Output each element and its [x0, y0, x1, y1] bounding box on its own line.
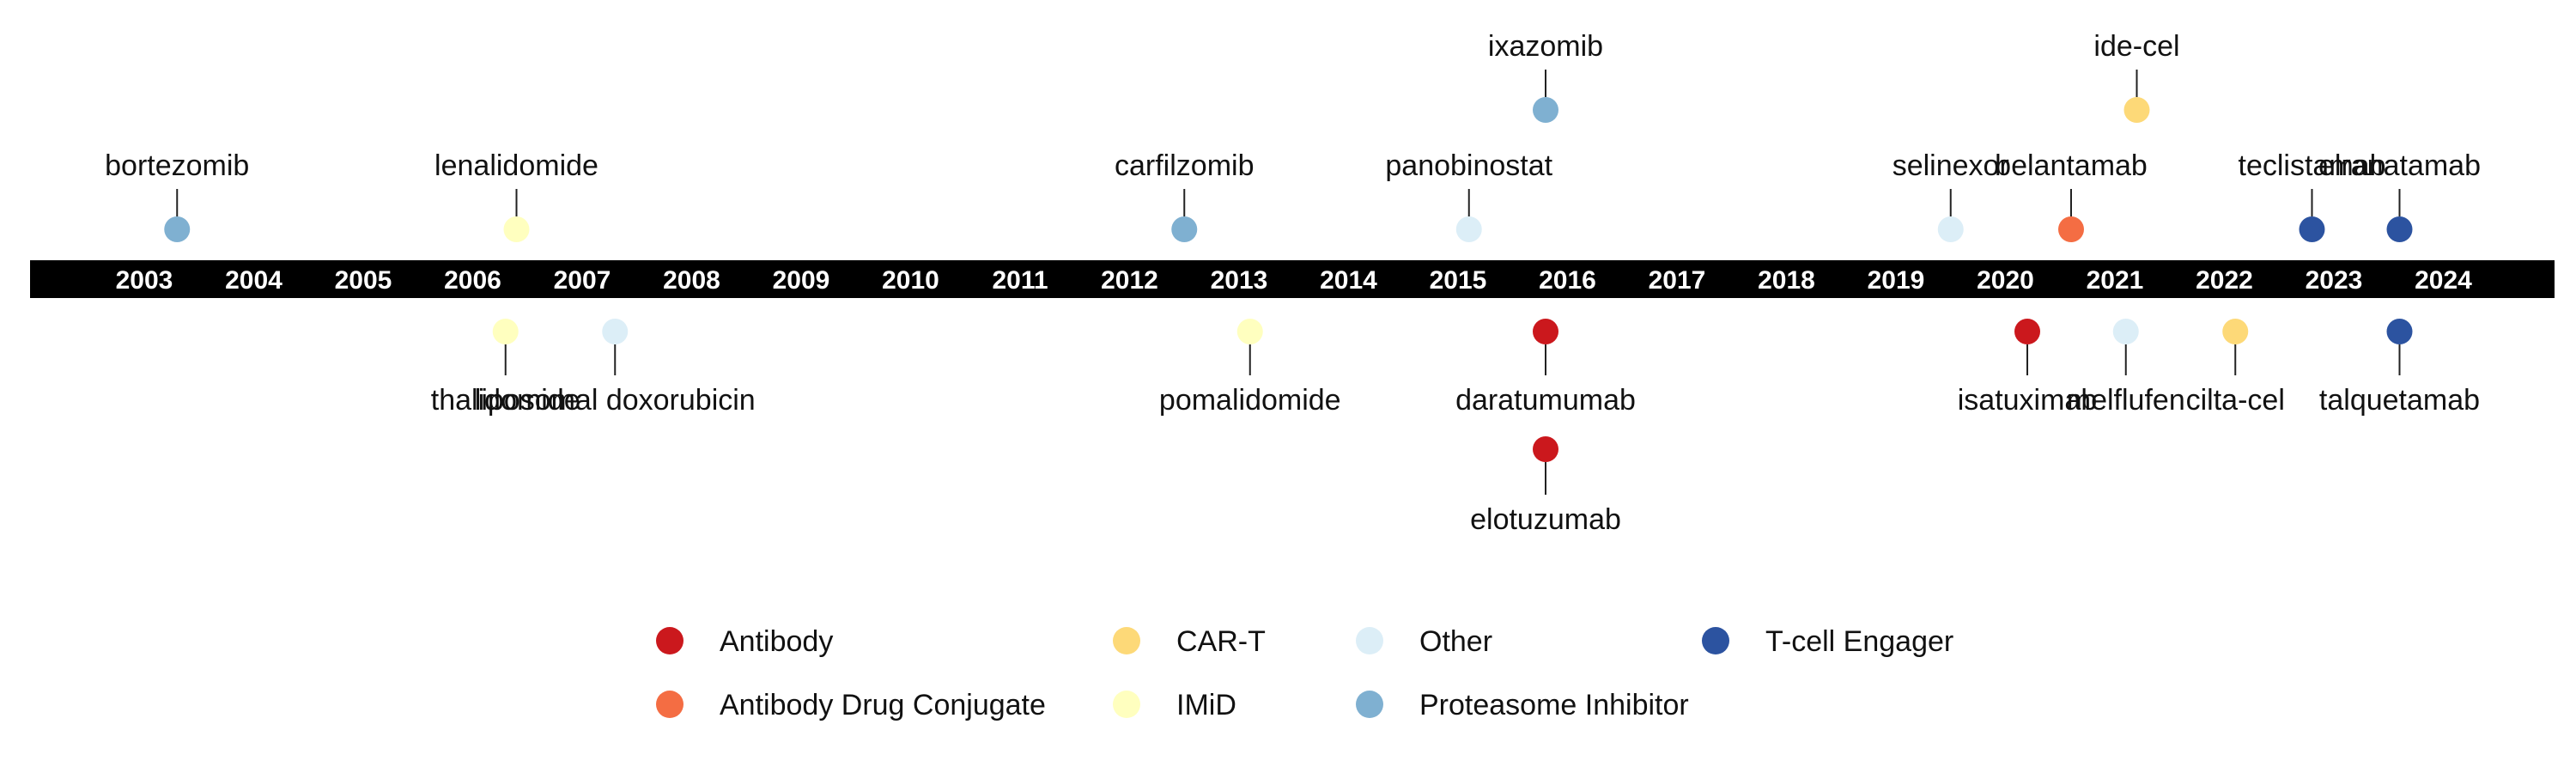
legend-swatch-antibody	[656, 627, 683, 654]
year-tick-2003: 2003	[116, 266, 173, 295]
point-elranatamab	[2386, 216, 2413, 242]
legend-swatch-other	[1356, 627, 1383, 654]
year-tick-2018: 2018	[1758, 266, 1815, 295]
legend-swatch-proteasome-inhibitor	[1356, 691, 1383, 718]
label-daratumumab: daratumumab	[1455, 384, 1636, 417]
year-tick-2019: 2019	[1868, 266, 1925, 295]
point-teclistamab	[2299, 216, 2325, 242]
legend-label-antibody-drug-conjugate: Antibody Drug Conjugate	[720, 689, 1046, 721]
legend-label-antibody: Antibody	[720, 625, 833, 658]
year-tick-2022: 2022	[2196, 266, 2253, 295]
label-talquetamab: talquetamab	[2319, 384, 2480, 417]
legend-swatch-antibody-drug-conjugate	[656, 691, 683, 718]
point-pomalidomide	[1236, 319, 1263, 344]
legend-swatch-car-t	[1113, 627, 1140, 654]
year-tick-2007: 2007	[554, 266, 611, 295]
legend-label-imid: IMiD	[1176, 689, 1236, 721]
label-elranatamab: elranatamab	[2318, 149, 2481, 182]
year-tick-2024: 2024	[2415, 266, 2472, 295]
legend-label-t-cell-engager: T-cell Engager	[1765, 625, 1953, 658]
year-tick-2005: 2005	[335, 266, 392, 295]
drug-labels: bortezomib lenalidomide thalidomideliposom…	[105, 30, 2481, 536]
point-isatuximab	[2014, 319, 2040, 344]
point-panobinostat	[1455, 216, 1482, 242]
label-ide-cel: ide-cel	[2093, 30, 2179, 63]
label-belantamab: belantamab	[1995, 149, 2148, 182]
timeline-axis-band	[30, 260, 2555, 298]
point-daratumumab	[1533, 319, 1558, 344]
label-selinexor: selinexor	[1893, 149, 2009, 182]
label-liposomal-doxorubicin: liposomal doxorubicin	[475, 384, 756, 417]
legend-label-car-t: CAR-T	[1176, 625, 1266, 658]
year-tick-2004: 2004	[225, 266, 283, 295]
year-tick-2011: 2011	[992, 266, 1048, 295]
point-bortezomib	[164, 216, 191, 242]
label-lenalidomide: lenalidomide	[434, 149, 598, 182]
year-tick-2008: 2008	[663, 266, 720, 295]
legend-label-other: Other	[1419, 625, 1492, 658]
point-carfilzomib	[1171, 216, 1198, 242]
drug-points	[164, 97, 2413, 462]
point-selinexor	[1937, 216, 1964, 242]
year-tick-2015: 2015	[1430, 266, 1487, 295]
point-thalidomide	[492, 319, 519, 344]
year-tick-2009: 2009	[773, 266, 830, 295]
label-isatuximab: isatuximab	[1958, 384, 2098, 417]
year-tick-2020: 2020	[1977, 266, 2034, 295]
label-bortezomib: bortezomib	[105, 149, 249, 182]
point-ixazomib	[1533, 97, 1558, 123]
year-tick-2006: 2006	[444, 266, 501, 295]
label-teclistamab: teclistamab	[2239, 149, 2386, 182]
year-tick-labels: 2003 2004 2005 2006 2007 2008 2009 2010 2011 2012…	[116, 266, 2473, 295]
point-talquetamab	[2386, 319, 2413, 344]
point-ide-cel	[2123, 97, 2150, 123]
year-tick-2014: 2014	[1320, 266, 1377, 295]
point-cilta-cel	[2222, 319, 2249, 344]
point-lenalidomide	[503, 216, 530, 242]
label-ixazomib: ixazomib	[1488, 30, 1603, 63]
year-tick-2023: 2023	[2306, 266, 2363, 295]
point-elotuzumab	[1533, 436, 1558, 462]
label-carfilzomib: carfilzomib	[1115, 149, 1254, 182]
label-elotuzumab: elotuzumab	[1470, 503, 1621, 536]
year-tick-2013: 2013	[1211, 266, 1268, 295]
point-liposomal-doxorubicin	[602, 319, 629, 344]
year-tick-2010: 2010	[882, 266, 939, 295]
label-pomalidomide: pomalidomide	[1159, 384, 1341, 417]
label-cilta-cel: cilta-cel	[2186, 384, 2285, 417]
point-belantamab	[2058, 216, 2084, 242]
label-thalidomide: thalidomide	[431, 384, 580, 417]
year-tick-2012: 2012	[1101, 266, 1158, 295]
year-tick-2017: 2017	[1649, 266, 1706, 295]
stems	[176, 70, 2401, 495]
label-panobinostat: panobinostat	[1385, 149, 1552, 182]
year-tick-2021: 2021	[2087, 266, 2144, 295]
legend: Antibody Antibody Drug Conjugate CAR-T IMiD…	[656, 625, 1953, 721]
legend-swatch-t-cell-engager	[1702, 627, 1729, 654]
legend-swatch-imid	[1113, 691, 1140, 718]
legend-label-proteasome-inhibitor: Proteasome Inhibitor	[1419, 689, 1689, 721]
label-melflufen: melflufen	[2067, 384, 2185, 417]
point-melflufen	[2112, 319, 2139, 344]
year-tick-2016: 2016	[1539, 266, 1596, 295]
